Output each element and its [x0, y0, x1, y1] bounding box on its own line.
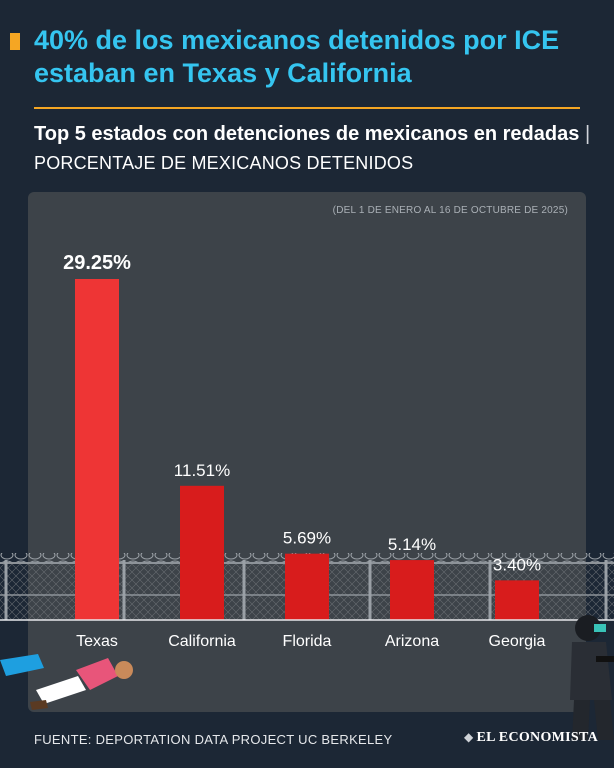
category-label-georgia: Georgia — [489, 633, 546, 650]
bar-texas — [75, 279, 119, 620]
category-label-texas: Texas — [76, 633, 118, 650]
bar-florida — [285, 553, 329, 620]
agent-illustration — [570, 615, 614, 740]
detainee-illustration — [0, 654, 133, 710]
data-label-georgia: 3.40% — [493, 555, 541, 574]
brand-logo: ◆ EL ECONOMISTA — [464, 730, 598, 746]
chart-unit-label: PORCENTAJE DE MEXICANOS DETENIDOS — [34, 153, 414, 173]
headline-divider — [34, 107, 580, 109]
brand-mark-icon: ◆ — [463, 730, 474, 744]
headline-accent-mark — [10, 33, 20, 50]
category-label-florida: Florida — [283, 633, 332, 650]
subtitle-separator: | — [584, 123, 591, 145]
category-label-arizona: Arizona — [385, 633, 439, 650]
data-label-arizona: 5.14% — [388, 535, 436, 554]
chart-title: Top 5 estados con detenciones de mexican… — [34, 123, 580, 145]
data-label-florida: 5.69% — [283, 529, 331, 548]
period-note: (DEL 1 DE ENERO AL 16 DE OCTUBRE DE 2025… — [332, 205, 568, 216]
chart-panel — [28, 192, 586, 712]
category-label-california: California — [168, 633, 236, 650]
bar-arizona — [390, 560, 434, 620]
chart-subtitle: Top 5 estados con detenciones de mexican… — [34, 120, 594, 178]
data-label-california: 11.51% — [174, 461, 230, 480]
brand-name: EL ECONOMISTA — [476, 730, 598, 745]
bar-georgia — [495, 580, 539, 620]
bar-california — [180, 485, 224, 620]
headline: 40% de los mexicanos detenidos por ICE e… — [34, 25, 560, 88]
data-label-texas: 29.25% — [63, 252, 131, 274]
source-note: FUENTE: DEPORTATION DATA PROJECT UC BERK… — [34, 732, 393, 747]
